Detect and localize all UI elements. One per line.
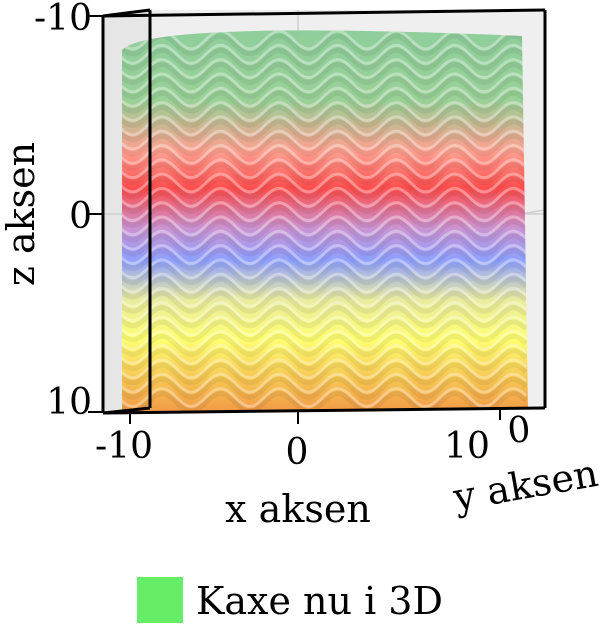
- surface-ridge: [122, 329, 528, 351]
- surface-ridge-shadow: [122, 247, 528, 272]
- surface-ridge: [122, 100, 528, 123]
- surface-ridge-shadow: [122, 47, 528, 71]
- surface-ridge-shadow: [122, 62, 528, 86]
- surface-ridge-shadow: [122, 290, 528, 314]
- surface-ridge: [122, 286, 528, 308]
- surface-ridge-shadow: [122, 376, 528, 400]
- surface-ridge-shadow: [122, 133, 528, 157]
- surface-ridge-shadow: [122, 104, 528, 129]
- surface-ridge-shadow: [122, 76, 528, 100]
- surface-ridge-shadow: [122, 262, 528, 286]
- surface-ridge-shadow: [122, 233, 528, 257]
- z-tick-label: -10: [34, 0, 92, 39]
- surface-ridge-shadow: [122, 333, 528, 357]
- surface-ridge-shadow: [122, 219, 528, 243]
- surface-ridge: [122, 215, 528, 237]
- surface-ridge: [122, 72, 528, 94]
- surface-ridge-shadow: [122, 390, 528, 412]
- x-tick-label: 0: [286, 432, 309, 473]
- surface-ridge: [122, 86, 528, 108]
- surface-ridge-shadow: [122, 305, 528, 329]
- x-axis-title: x aksen: [225, 487, 371, 531]
- surface-ridge-shadow: [122, 33, 528, 57]
- surface-ridge: [122, 143, 528, 165]
- surface-ridge: [122, 129, 528, 151]
- surface-ridge: [122, 43, 528, 65]
- axis-frame: [101, 8, 547, 415]
- surface-ridge-shadow: [122, 276, 528, 300]
- surface-ridge-shadow: [122, 205, 528, 229]
- surface-ridge: [122, 115, 528, 137]
- tick-marks: [88, 15, 501, 424]
- x-tick-label: -10: [95, 426, 153, 467]
- y-tick-label: 0: [506, 409, 532, 452]
- surface-ridges: [122, 30, 528, 412]
- surface-ridge-shadow: [122, 362, 528, 386]
- surface-ridge-shadow: [122, 162, 528, 186]
- surface-ridge-shadow: [122, 319, 528, 343]
- surface-ridge: [122, 386, 528, 409]
- surface-ridge: [122, 344, 528, 366]
- surface-ridge-shadow: [122, 119, 528, 143]
- surface-ridge: [122, 372, 528, 394]
- surface-ridge: [122, 186, 528, 208]
- z-tick-label: 0: [69, 196, 92, 237]
- surface-ridge: [122, 229, 528, 251]
- surface-ridge: [122, 258, 528, 280]
- surface-ridge: [122, 315, 528, 337]
- surface-ridge: [122, 58, 528, 80]
- surface-ridge-shadow: [122, 190, 528, 214]
- surface-ridge: [122, 243, 528, 266]
- surface-ridge: [122, 158, 528, 180]
- surface-ridge-shadow: [122, 176, 528, 200]
- surface-ridge: [122, 272, 528, 294]
- legend-label: Kaxe nu i 3D: [196, 579, 443, 623]
- z-tick-label: 10: [46, 382, 92, 423]
- surface-ridge: [122, 301, 528, 323]
- legend-swatch: [137, 577, 183, 623]
- surface-plot: [122, 30, 528, 412]
- surface-ridge: [122, 172, 528, 194]
- surface-ridge-shadow: [122, 147, 528, 171]
- legend: Kaxe nu i 3D: [137, 577, 443, 623]
- surface-ridge-shadow: [122, 348, 528, 372]
- surface-ridge: [122, 358, 528, 380]
- surface-ridge: [122, 201, 528, 223]
- x-tick-label: 10: [444, 426, 490, 467]
- z-axis-title: z aksen: [0, 142, 43, 286]
- surface-ridge-shadow: [122, 90, 528, 114]
